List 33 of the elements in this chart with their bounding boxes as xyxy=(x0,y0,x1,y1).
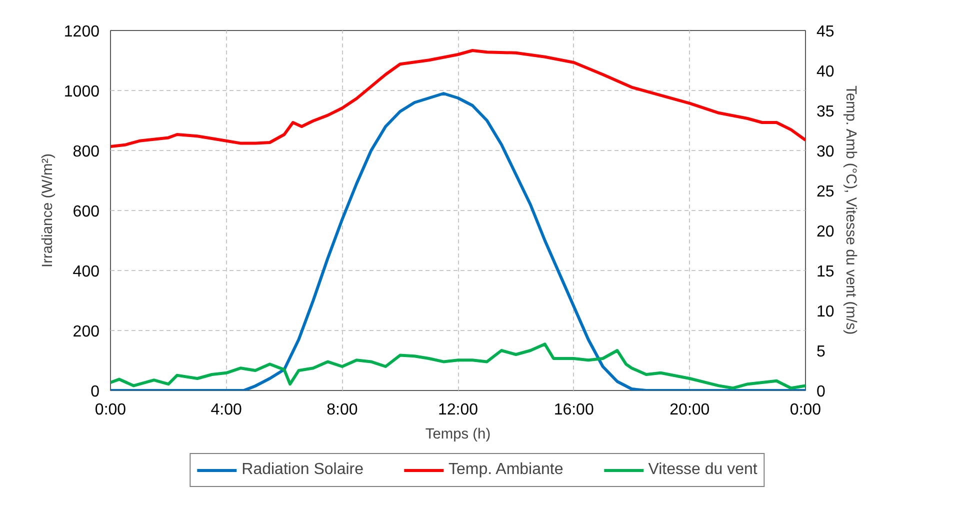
y-tick-label: 400 xyxy=(72,264,100,280)
x-tick-label: 20:00 xyxy=(670,402,710,418)
y2-axis-title: Temp. Amb (°C), Vitesse du vent (m/s) xyxy=(842,86,858,335)
y2-tick-label: 5 xyxy=(816,344,826,360)
line-series xyxy=(110,92,806,390)
legend-label: Vitesse du vent xyxy=(648,461,758,479)
y-tick-label: 200 xyxy=(72,324,100,340)
y2-tick-label: 45 xyxy=(816,24,834,40)
x-tick-label: 0:00 xyxy=(94,402,126,418)
y2-tick-label: 20 xyxy=(816,224,834,240)
y2-tick-label: 35 xyxy=(816,104,834,120)
y2-tick-label: 10 xyxy=(816,304,834,320)
y2-tick-label: 15 xyxy=(816,264,834,280)
y-tick-label: 800 xyxy=(72,144,100,160)
y-tick-label: 1200 xyxy=(64,24,100,40)
line-series xyxy=(110,342,806,390)
x-axis-title: Temps (h) xyxy=(425,426,491,442)
x-tick-label: 4:00 xyxy=(210,402,242,418)
legend-label: Radiation Solaire xyxy=(242,461,364,479)
y-tick-label: 0 xyxy=(90,384,100,400)
y-axis-title: Irradiance (W/m²) xyxy=(40,153,56,268)
legend-label: Temp. Ambiante xyxy=(448,461,564,479)
y2-tick-label: 30 xyxy=(816,144,834,160)
y2-tick-label: 0 xyxy=(816,384,826,400)
y-tick-label: 600 xyxy=(72,204,100,220)
x-tick-label: 12:00 xyxy=(438,402,478,418)
x-tick-label: 8:00 xyxy=(326,402,358,418)
x-tick-label: 0:00 xyxy=(790,402,822,418)
y-tick-label: 1000 xyxy=(64,84,100,100)
y2-tick-label: 25 xyxy=(816,184,834,200)
x-tick-label: 16:00 xyxy=(554,402,594,418)
y2-tick-label: 40 xyxy=(816,64,834,80)
line-series xyxy=(110,49,806,148)
